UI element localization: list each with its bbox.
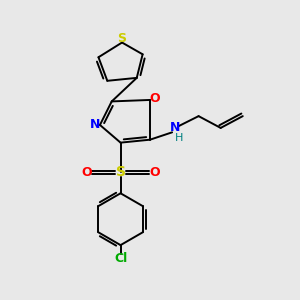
Text: O: O: [81, 166, 92, 178]
Text: S: S: [116, 165, 126, 179]
Text: O: O: [149, 166, 160, 178]
Text: Cl: Cl: [114, 252, 127, 265]
Text: N: N: [90, 118, 100, 131]
Text: O: O: [149, 92, 160, 105]
Text: H: H: [175, 133, 184, 142]
Text: S: S: [118, 32, 127, 46]
Text: N: N: [170, 122, 180, 134]
